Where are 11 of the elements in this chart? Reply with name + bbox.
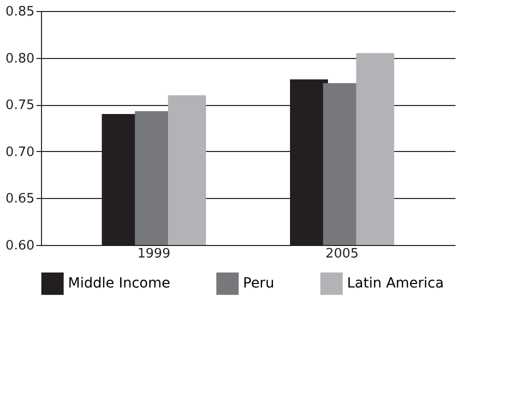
y-tick-label: 0.60 [6,238,34,254]
legend-label: Latin America [347,276,444,292]
x-tick-label: 1999 [137,246,170,262]
y-tick-label: 0.75 [6,98,34,114]
legend-label: Peru [243,276,274,292]
legend-label: Middle Income [68,276,170,292]
y-tick-label: 0.80 [6,51,34,66]
y-tick-label: 0.70 [6,144,34,160]
x-tick-label: 2005 [326,246,359,262]
y-tick-label: 0.65 [6,192,34,207]
y-tick-label: 0.85 [6,4,34,20]
